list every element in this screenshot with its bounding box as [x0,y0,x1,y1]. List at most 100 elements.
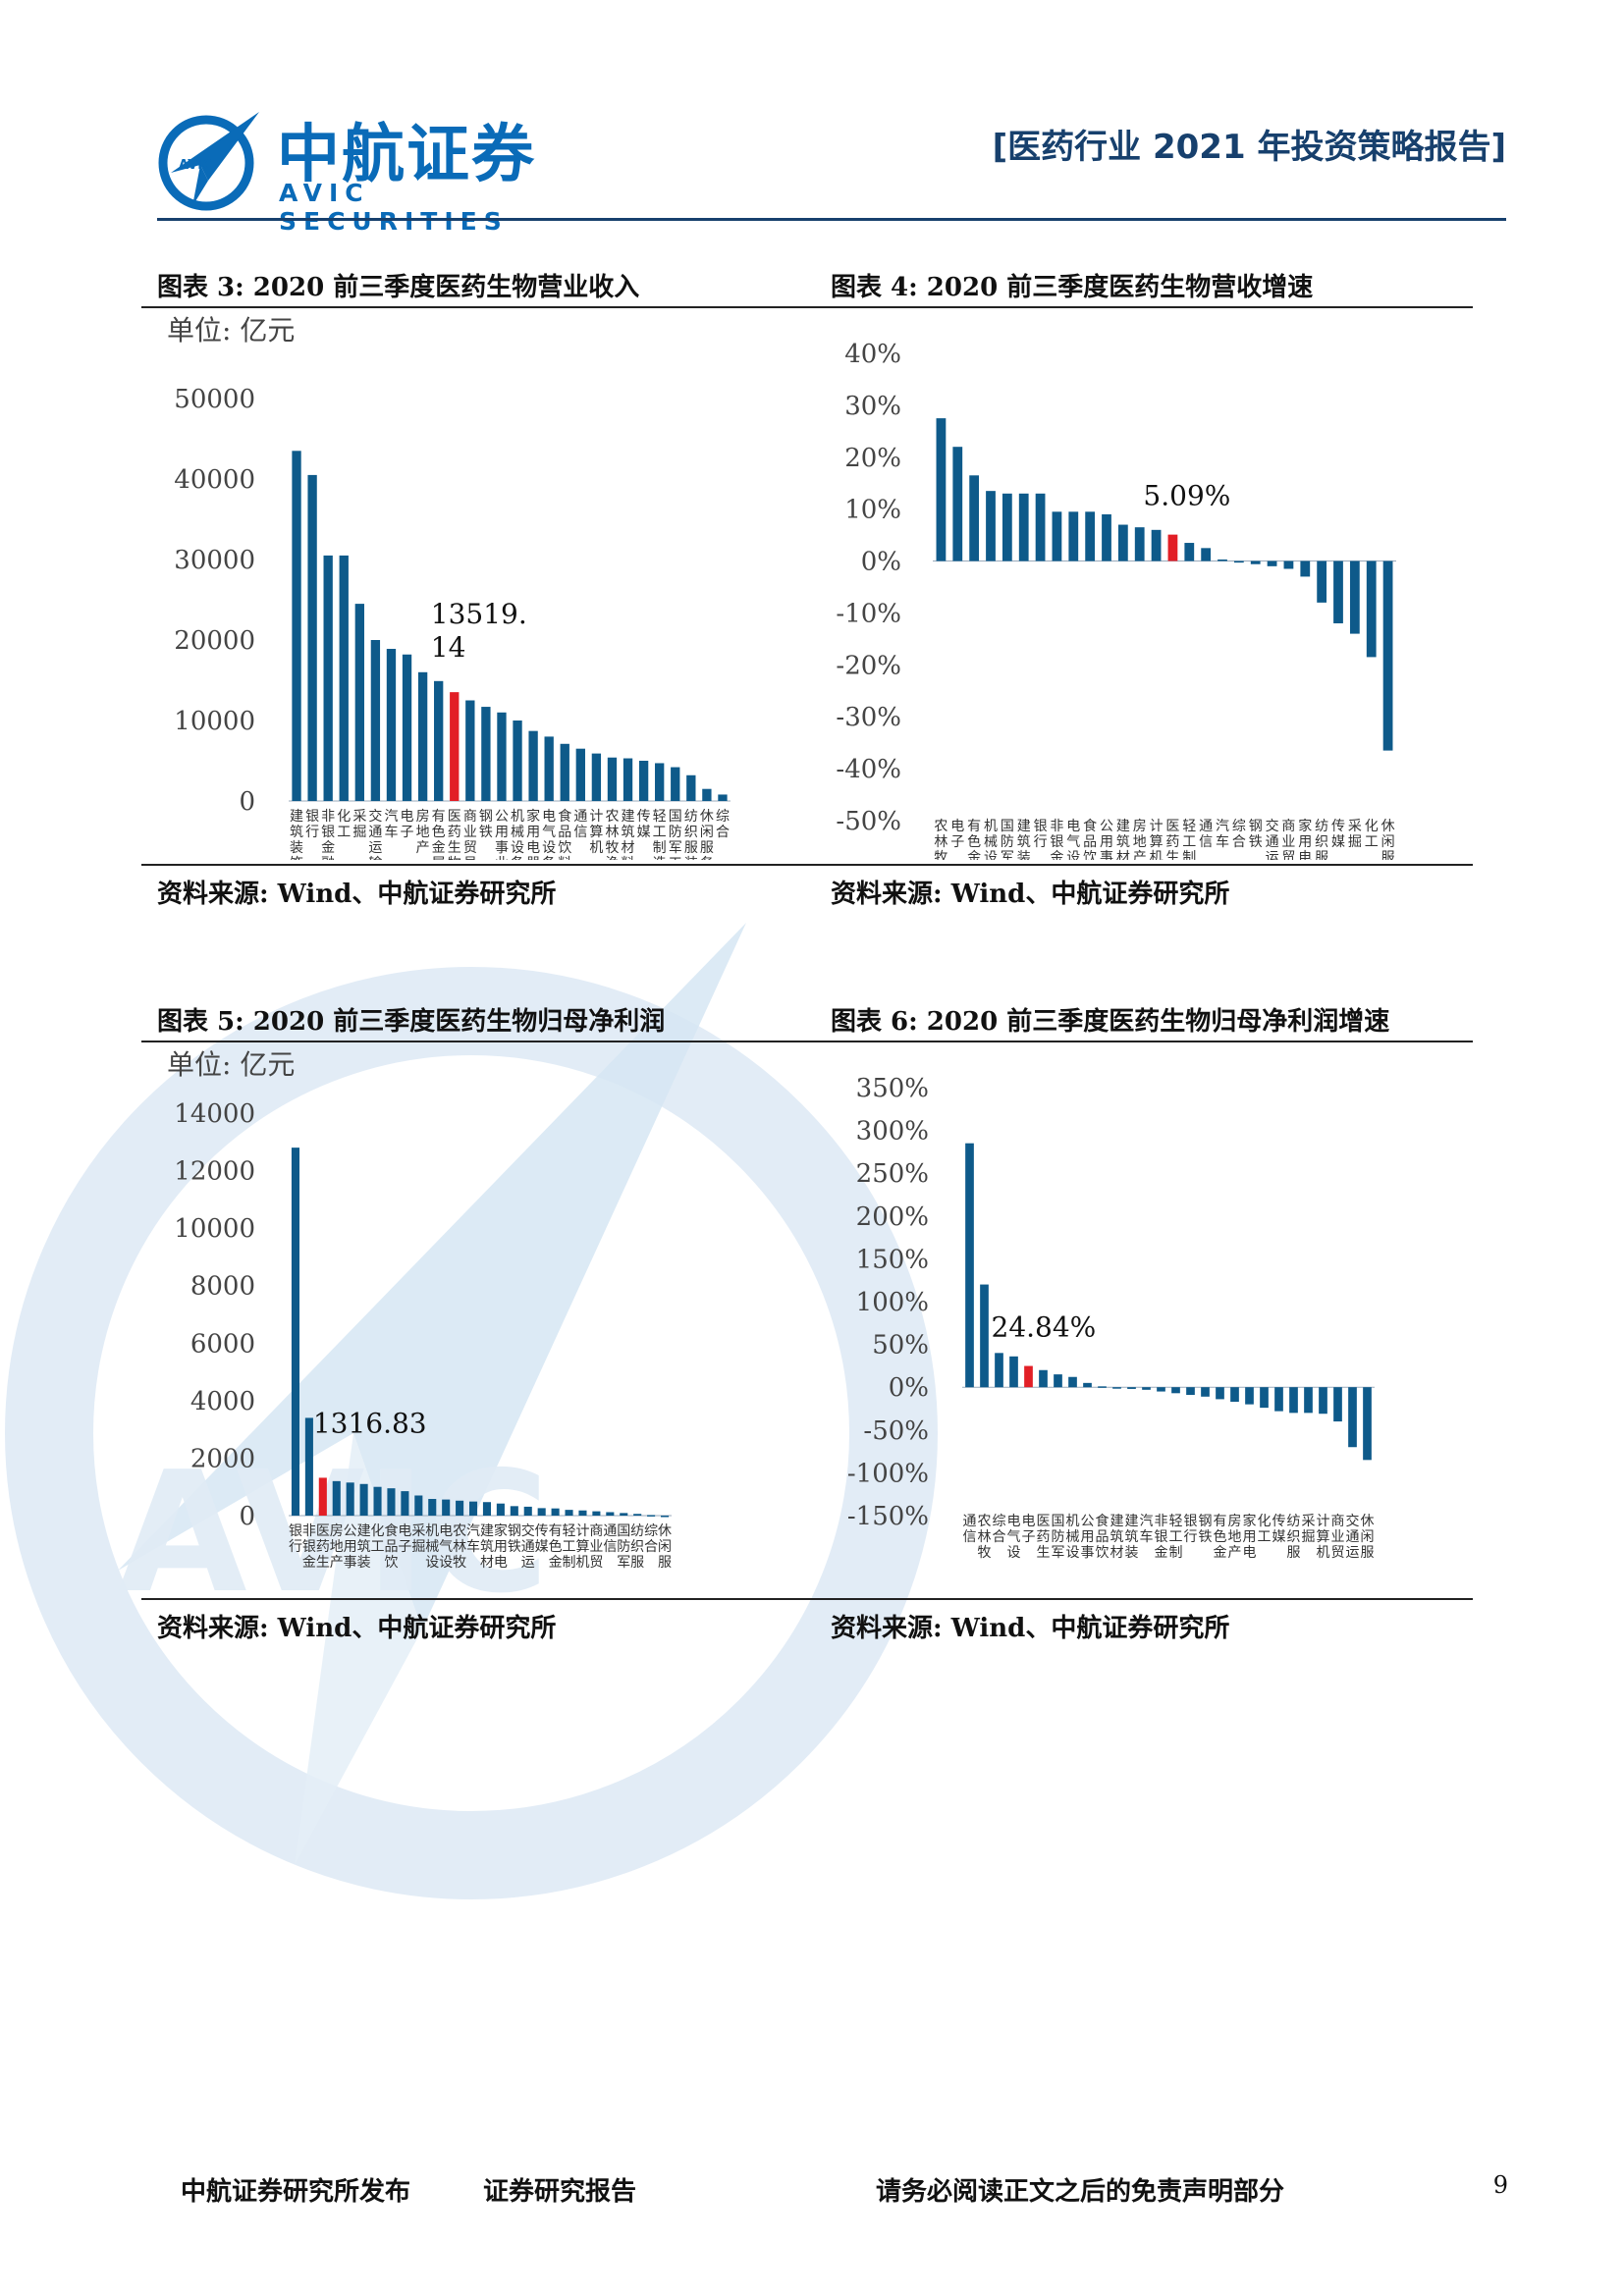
bar [1260,1387,1269,1409]
x-tick-label: 通信 [573,809,587,840]
bar [304,1417,313,1516]
y-tick-label: 10000 [174,1214,255,1244]
bar [370,640,381,801]
x-tick-label: 建筑装饰 [290,809,303,860]
bar [537,1508,546,1516]
bar [591,753,602,801]
x-tick-label: 家用电器 [1298,818,1312,860]
x-tick-label: 纺织服装 [1315,819,1328,860]
bar [1142,1387,1151,1390]
x-tick-label: 医药生 [316,1523,330,1571]
bar [969,475,980,561]
bar [402,654,412,801]
x-tick-label: 非银金 [1155,1514,1168,1561]
bar [1349,561,1360,634]
bar [965,1143,974,1388]
bar [623,758,633,801]
bar [1250,561,1261,564]
x-tick-label: 建筑装 [1125,1514,1139,1561]
bar [1054,1374,1062,1388]
bar [655,763,665,801]
footer-disclaimer: 请务必阅读正文之后的免责声明部分 [876,2177,1285,2207]
bar [551,1508,560,1516]
y-tick-label: 30% [844,392,901,421]
bar [1363,1387,1372,1461]
bar [387,1488,396,1516]
bar [339,555,349,801]
bar [465,700,475,801]
bar [1348,1387,1357,1448]
x-tick-label: 银行 [289,1523,302,1555]
x-tick-label: 交通运输 [1266,818,1279,860]
x-tick-label: 化工 [371,1523,385,1555]
title-rule [141,306,815,308]
unit-label: 单位: 亿元 [167,314,295,347]
bar [952,447,963,561]
x-tick-label: 公用事 [1081,1514,1095,1561]
logo-chinese-name: 中航证券 [277,119,536,191]
bar [1289,1387,1298,1414]
x-tick-label: 有色金属 [967,819,981,860]
x-tick-label: 轻工制造 [653,809,667,860]
x-tick-label: 有色金 [549,1523,563,1571]
source-rule [815,864,1473,866]
report-title: [医药行业 2021 年投资策略报告] [992,128,1506,167]
bar [544,736,554,801]
x-tick-label: 商业贸易 [1281,819,1295,860]
bar [1317,561,1327,603]
y-tick-label: 12000 [174,1157,255,1187]
x-tick-label: 钢铁 [1249,819,1263,850]
bar [702,788,712,801]
x-tick-label: 钢铁 [508,1523,521,1555]
bar [1245,1387,1254,1405]
x-tick-label: 轻工制 [563,1523,576,1571]
y-tick-label: -30% [836,703,901,732]
bar [1083,1382,1092,1388]
bar [1018,493,1029,561]
y-tick-label: 350% [856,1074,929,1103]
x-tick-label: 采掘 [352,809,366,840]
bar [1267,561,1277,566]
x-tick-label: 采掘 [411,1523,425,1555]
bar [1098,1386,1107,1388]
title-rule [815,306,1473,308]
bar [1218,559,1227,561]
bar [513,721,522,801]
x-tick-label: 家用电 [494,1522,508,1571]
bar [1112,1387,1121,1389]
y-tick-label: 14000 [174,1099,255,1129]
x-tick-label: 综合 [993,1514,1006,1545]
bar [578,1510,587,1516]
x-tick-label: 建筑材料 [1116,819,1130,860]
bar [1333,561,1343,624]
svg-text:AVIC: AVIC [179,158,212,173]
x-tick-label: 纺织服装 [684,809,698,860]
chart-title: 图表 6: 2020 前三季度医药生物归母净利润增速 [831,1007,1390,1037]
chart-panel-net-profit: 图表 5: 2020 前三季度医药生物归母净利润 单位: 亿元 14000 1200… [141,1001,815,1649]
x-tick-label: 轻工制 [1169,1514,1183,1561]
x-tick-label: 钢铁 [479,809,493,840]
x-tick-label: 钢铁 [1199,1514,1213,1545]
y-tick-label: 20000 [174,626,255,656]
x-tick-label: 电气设 [1007,1514,1021,1561]
x-tick-label: 纺织服 [1287,1514,1301,1561]
x-tick-label: 化工 [337,809,351,840]
bar [428,1499,437,1516]
bar [1382,561,1393,751]
x-tick-label: 公用事业 [1100,819,1113,860]
x-tick-label: 综合 [644,1523,658,1555]
x-tick-label: 农林牧 [453,1523,466,1571]
y-tick-label: 200% [856,1202,929,1232]
x-tick-label: 家用电 [1243,1513,1257,1561]
bar [1333,1387,1342,1422]
bar [1201,548,1212,561]
highlight-data-label: 5.09% [1143,480,1230,512]
bar [346,1482,354,1516]
company-logo: AVIC 中航证券 AVIC SECURITIES [157,108,589,236]
x-tick-label: 建筑装饰 [1017,819,1031,860]
x-tick-label: 电子 [398,1523,411,1555]
bar [936,418,947,561]
bar [1186,1387,1195,1396]
x-tick-label: 家用电器 [526,808,540,860]
y-tick-label: -100% [847,1459,929,1488]
